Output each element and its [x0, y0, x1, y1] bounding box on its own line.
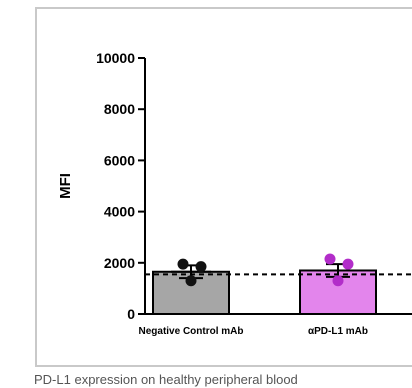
- data-point: [195, 261, 207, 273]
- data-point: [332, 275, 344, 287]
- category-label: αPD-L1 mAb: [308, 326, 368, 337]
- y-tick-label: 0: [127, 306, 135, 322]
- figure-caption: PD-L1 expression on healthy peripheral b…: [34, 372, 298, 387]
- category-label: Negative Control mAb: [138, 326, 243, 337]
- y-tick-label: 6000: [104, 152, 135, 168]
- y-tick-label: 4000: [104, 204, 135, 220]
- data-point: [185, 275, 197, 287]
- bar-chart: 0 2000 4000 6000 8000 10000 MFI Negative Contro…: [57, 50, 412, 337]
- y-tick-label: 10000: [96, 50, 135, 66]
- y-tick-label: 2000: [104, 255, 135, 271]
- chart-panel: [35, 7, 412, 367]
- y-tick-label: 8000: [104, 101, 135, 117]
- data-point: [177, 258, 189, 270]
- y-axis-title: MFI: [57, 173, 74, 199]
- data-point: [342, 258, 354, 270]
- data-point: [324, 253, 336, 265]
